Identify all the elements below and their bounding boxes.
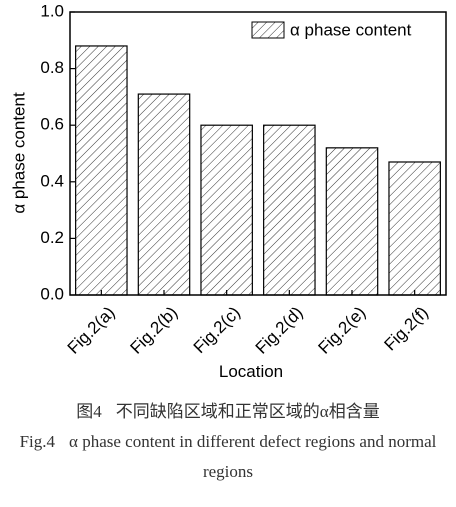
legend-swatch	[251, 21, 285, 39]
y-tick-label: 0.8	[40, 58, 64, 77]
bar	[263, 124, 316, 296]
caption-text: α phase content in different defect regi…	[69, 432, 437, 481]
y-tick-label: 0.0	[40, 284, 64, 303]
y-axis-title: α phase content	[9, 92, 28, 214]
bar	[388, 161, 441, 296]
caption-label: 图4	[76, 402, 102, 421]
chart: α phase content Location 0.0 0.2 0.4 0.6 0.8…	[9, 1, 447, 381]
caption-cn: 图4 不同缺陷区域和正常区域的α相含量	[0, 397, 456, 427]
x-tick-label: Fig.2(e)	[314, 303, 369, 358]
x-tick-label: Fig.2(c)	[190, 303, 244, 357]
bar	[325, 147, 379, 296]
x-tick-label: Fig.2(d)	[252, 303, 307, 358]
y-tick-label: 0.4	[40, 171, 64, 190]
x-axis-title: Location	[219, 362, 283, 381]
caption-label: Fig.4	[19, 432, 56, 451]
bar	[137, 93, 191, 296]
caption-text: 不同缺陷区域和正常区域的α相含量	[115, 402, 380, 421]
x-tick-label: Fig.2(b)	[126, 303, 181, 358]
y-tick-label: 0.2	[40, 228, 64, 247]
x-tick-label: Fig.2(a)	[64, 303, 119, 358]
bar	[200, 124, 253, 296]
caption-en: Fig.4 α phase content in different defect…	[0, 427, 456, 487]
x-tick-label: Fig.2(f)	[380, 303, 432, 355]
y-tick-label: 1.0	[40, 1, 64, 20]
y-tick-label: 0.6	[40, 115, 64, 134]
plot-frame	[69, 11, 447, 296]
legend-label: α phase content	[290, 20, 412, 39]
bar	[75, 45, 128, 296]
